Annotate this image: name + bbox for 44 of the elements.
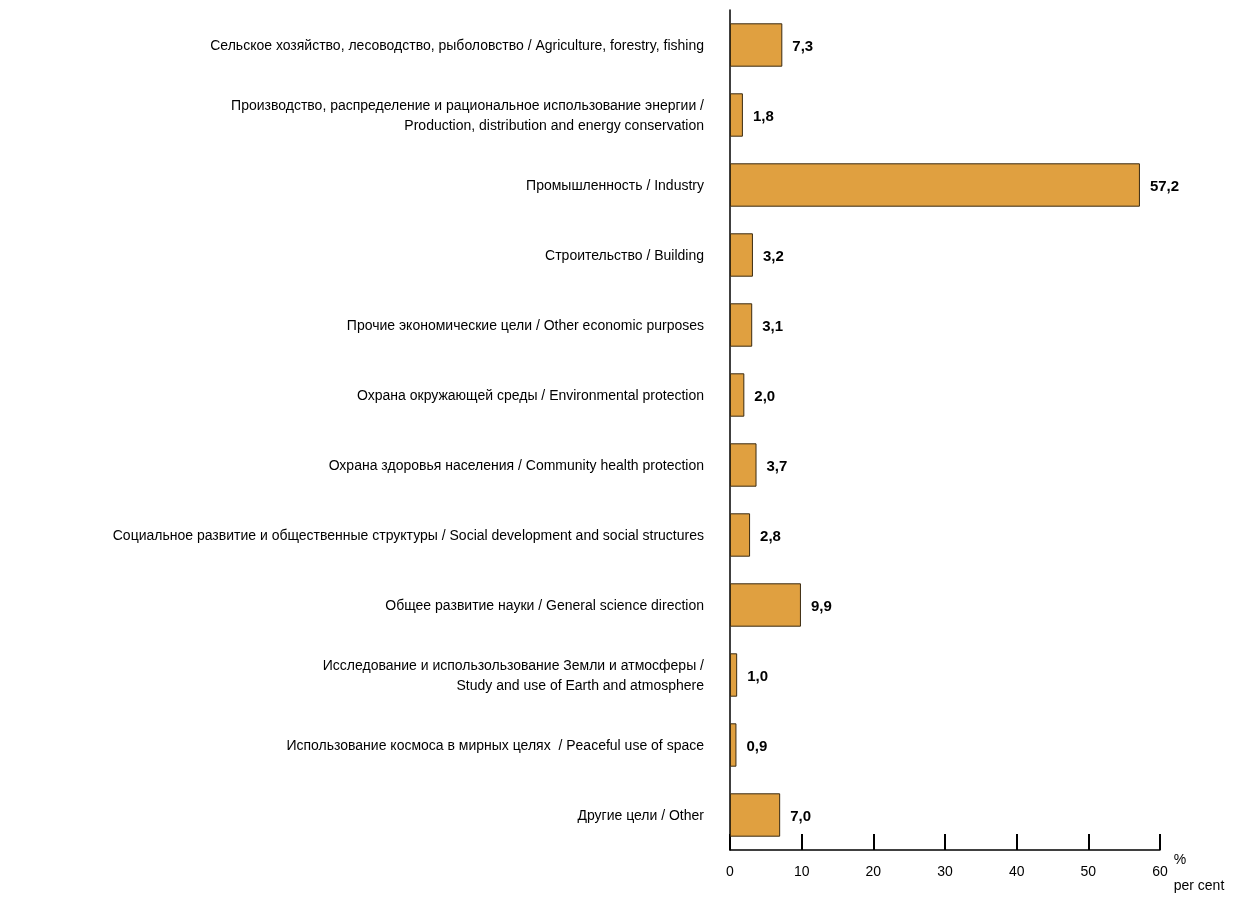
x-tick-label: 0 (726, 863, 735, 879)
bar (730, 793, 781, 837)
bar (730, 93, 743, 137)
bar (730, 513, 751, 557)
bar (730, 583, 801, 627)
y-tick-label: Общее развитие науки / General science direction (385, 597, 704, 613)
y-tick-label: Охрана окружающей среды / Environmental protection (357, 387, 704, 403)
bar (730, 163, 1140, 207)
y-tick-label: Другие цели / Other (577, 807, 705, 823)
y-tick-label: Использование космоса в мирных целях / Peaceful use of space (286, 737, 705, 753)
data-label: 9,9 (810, 596, 832, 614)
data-label: 2,0 (754, 386, 776, 404)
data-label: 1,8 (752, 106, 774, 124)
data-label: 3,2 (762, 246, 784, 264)
y-tick-label: Строительство / Building (545, 247, 704, 263)
x-tick-label: 30 (937, 863, 953, 879)
data-label: 3,7 (766, 456, 788, 474)
x-tick-label: 10 (793, 863, 810, 879)
data-label: 2,8 (760, 526, 781, 544)
x-tick-label: 50 (1080, 863, 1097, 879)
y-tick-label: Производство, распределение и рациональное использование энергии / Production, distribution and energy conservation (231, 97, 705, 133)
y-tick-label: Исследование и использользование Земли и атмосферы / Study and use of Earth and atmosphere (322, 657, 705, 693)
data-label: 57,2 (1149, 176, 1180, 194)
y-tick-label: Социальное развитие и общественные структуры / Social development and social structures (112, 527, 704, 543)
data-label: 1,0 (747, 666, 769, 684)
y-tick-label: Прочие экономические цели / Other economic purposes (346, 317, 704, 333)
data-label: 7,0 (790, 806, 812, 824)
bar (730, 653, 738, 697)
x-tick-label: 20 (865, 863, 882, 879)
y-tick-label: Сельское хозяйство, лесоводство, рыболовство / Agriculture, forestry, fishing (210, 37, 704, 53)
x-axis-title: % per cent (1173, 851, 1225, 893)
data-label: 3,1 (762, 316, 784, 334)
bar (730, 443, 757, 487)
bar (730, 23, 783, 67)
data-label: 0,9 (746, 736, 768, 754)
x-tick-label: 40 (1008, 863, 1025, 879)
y-tick-label: Промышленность / Industry (526, 177, 704, 193)
bar (730, 303, 753, 347)
bar (730, 723, 737, 767)
bar (730, 233, 753, 277)
data-label: 7,3 (792, 36, 814, 54)
y-tick-label: Охрана здоровья населения / Community health protection (328, 457, 704, 473)
x-tick-label: 60 (1152, 863, 1168, 879)
bar (730, 373, 745, 417)
